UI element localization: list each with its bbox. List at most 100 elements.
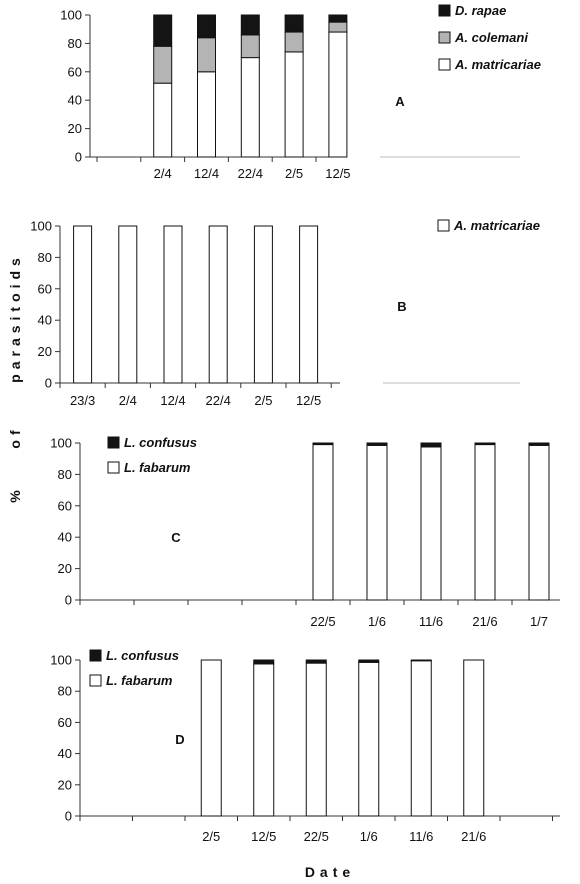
bar-segment (410, 660, 432, 817)
bar-segment (474, 442, 496, 446)
x-tick-label: 12/4 (160, 393, 185, 408)
y-tick-label: 0 (65, 809, 72, 824)
bar-segment (305, 659, 327, 664)
x-tick-label: 22/4 (238, 166, 263, 181)
y-tick-label: 100 (30, 219, 52, 234)
y-axis-word-percent: % (7, 485, 23, 502)
bar-segment (528, 442, 550, 446)
x-tick-label: 1/6 (368, 614, 386, 629)
y-tick-label: 40 (58, 530, 72, 545)
legend-entry: A. matricariae (453, 218, 540, 233)
x-tick-label: 2/4 (154, 166, 172, 181)
bar-segment (153, 14, 173, 47)
bar-segment (197, 71, 216, 158)
bar-segment (284, 31, 304, 53)
bar-segment (118, 225, 138, 384)
legend-swatch (89, 674, 102, 687)
x-tick-label: 11/6 (409, 829, 433, 844)
legend-swatch (89, 649, 102, 662)
y-tick-label: 80 (58, 684, 72, 699)
y-tick-label: 100 (60, 8, 82, 23)
bar-segment (240, 34, 260, 59)
y-tick-label: 20 (68, 121, 82, 136)
bar-segment (312, 444, 334, 601)
bar-segment (366, 442, 388, 446)
y-tick-label: 60 (58, 498, 72, 513)
x-tick-label: 22/5 (304, 829, 329, 844)
x-tick-label: 12/5 (325, 166, 350, 181)
bar-segment (463, 659, 485, 817)
panel-label: A (395, 94, 405, 109)
y-tick-label: 80 (68, 36, 82, 51)
bar-segment (420, 442, 442, 448)
panel-label: B (397, 299, 406, 314)
y-tick-label: 60 (38, 281, 52, 296)
y-tick-label: 20 (38, 344, 52, 359)
bar-segment (197, 37, 216, 73)
bar-segment (358, 661, 380, 817)
legend-entry: L. confusus (106, 648, 179, 663)
x-tick-label: 22/4 (206, 393, 231, 408)
legend-swatch (107, 436, 120, 449)
panel-label: C (171, 530, 181, 545)
x-tick-label: 12/5 (296, 393, 321, 408)
bar-segment (284, 51, 304, 158)
bar-segment (163, 225, 183, 384)
x-tick-label: 12/4 (194, 166, 219, 181)
y-tick-label: 20 (58, 561, 72, 576)
bar-segment (474, 444, 496, 601)
legend-entry: L. confusus (124, 435, 197, 450)
y-tick-label: 0 (75, 150, 82, 165)
bar-segment (200, 659, 222, 817)
legend-entry: D. rapae (455, 3, 506, 18)
x-tick-label: 2/5 (285, 166, 303, 181)
bar-segment (420, 446, 442, 601)
bar-segment (312, 442, 334, 446)
x-tick-label: 23/3 (70, 393, 95, 408)
y-axis-word-parasitoids: parasitoids (7, 253, 23, 383)
bar-segment (358, 659, 380, 663)
bar-segment (528, 444, 550, 601)
x-tick-label: 2/5 (202, 829, 220, 844)
y-tick-label: 40 (38, 313, 52, 328)
bar-segment (328, 21, 348, 33)
x-axis-title: Date (305, 864, 355, 880)
x-tick-label: 2/4 (119, 393, 137, 408)
x-tick-label: 1/6 (360, 829, 378, 844)
x-tick-label: 12/5 (251, 829, 276, 844)
bar-segment (410, 659, 432, 662)
legend-entry: L. fabarum (124, 460, 191, 475)
legend-entry: L. fabarum (106, 673, 173, 688)
bar-segment (366, 444, 388, 601)
y-axis-word-of: of (7, 425, 23, 448)
bar-segment (240, 14, 260, 36)
bar-segment (197, 14, 216, 39)
bar-segment (73, 225, 93, 384)
y-tick-label: 40 (68, 93, 82, 108)
bar-segment (153, 45, 173, 84)
panel-label: D (175, 732, 184, 747)
y-tick-label: 0 (45, 376, 52, 391)
legend-entry: A. matricariae (454, 57, 541, 72)
bar-segment (240, 57, 260, 158)
bar-segment (284, 14, 304, 33)
y-tick-label: 100 (50, 436, 72, 451)
bar-segment (305, 662, 327, 817)
y-tick-label: 60 (58, 715, 72, 730)
legend-swatch (437, 219, 450, 232)
legend-entry: A. colemani (454, 30, 528, 45)
bar-segment (253, 663, 275, 817)
bar-segment (153, 82, 173, 158)
x-tick-label: 21/6 (472, 614, 497, 629)
legend-swatch (107, 461, 120, 474)
x-tick-label: 21/6 (461, 829, 486, 844)
legend-swatch (438, 31, 451, 44)
y-tick-label: 20 (58, 777, 72, 792)
legend-swatch (438, 4, 451, 17)
bar-segment (328, 31, 348, 158)
x-tick-label: 11/6 (419, 614, 443, 629)
bar-segment (299, 225, 319, 384)
y-tick-label: 0 (65, 593, 72, 608)
x-tick-label: 22/5 (310, 614, 335, 629)
